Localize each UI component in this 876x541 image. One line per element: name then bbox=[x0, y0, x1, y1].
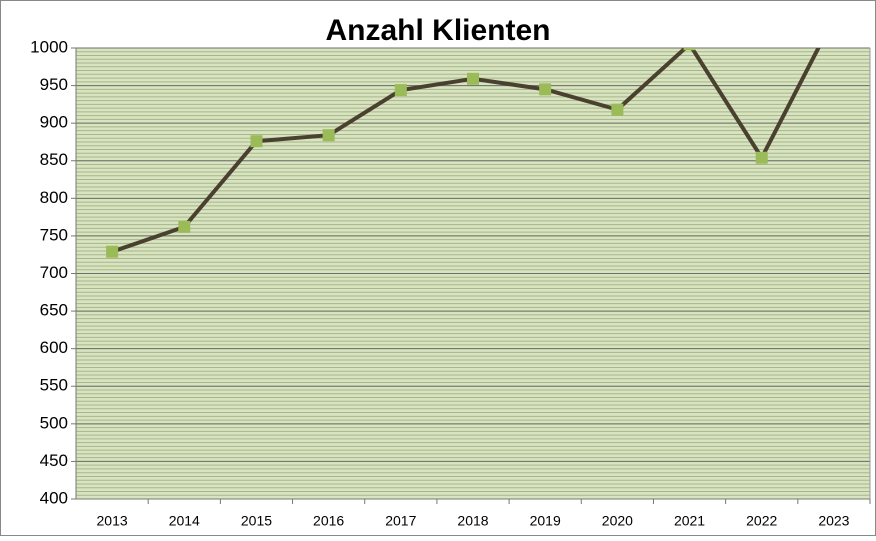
marker bbox=[322, 129, 335, 142]
marker bbox=[106, 245, 119, 258]
x-tick-label: 2013 bbox=[97, 513, 128, 529]
plot bbox=[106, 48, 821, 258]
marker bbox=[683, 48, 696, 51]
grid bbox=[71, 47, 871, 504]
x-tick-label: 2022 bbox=[746, 513, 777, 529]
y-tick-label: 500 bbox=[40, 413, 68, 432]
y-tick-label: 700 bbox=[40, 263, 68, 282]
y-tick-label: 750 bbox=[40, 225, 68, 244]
x-tick-label: 2017 bbox=[385, 513, 416, 529]
y-tick-label: 400 bbox=[40, 488, 68, 507]
y-tick-label: 450 bbox=[40, 451, 68, 470]
x-tick-label: 2015 bbox=[241, 513, 272, 529]
y-tick-label: 600 bbox=[40, 338, 68, 357]
x-tick-label: 2018 bbox=[457, 513, 488, 529]
marker bbox=[755, 151, 768, 164]
marker bbox=[539, 83, 552, 96]
y-tick-label: 850 bbox=[40, 150, 68, 169]
y-tick-label: 900 bbox=[40, 113, 68, 132]
marker bbox=[467, 72, 479, 85]
x-tick-label: 2014 bbox=[169, 513, 200, 529]
marker bbox=[250, 135, 263, 148]
x-tick-label: 2021 bbox=[674, 513, 705, 529]
y-tick-label: 1000 bbox=[30, 37, 68, 56]
marker bbox=[178, 220, 191, 233]
chart-title: Anzahl Klienten bbox=[325, 14, 550, 47]
y-tick-label: 550 bbox=[40, 376, 68, 395]
x-tick-label: 2020 bbox=[602, 513, 633, 529]
marker bbox=[394, 84, 407, 97]
y-tick-label: 800 bbox=[40, 188, 68, 207]
x-tick-label: 2019 bbox=[530, 513, 561, 529]
marker bbox=[611, 103, 624, 116]
y-tick-label: 650 bbox=[40, 301, 68, 320]
x-tick-label: 2016 bbox=[313, 513, 344, 529]
x-tick-label: 2023 bbox=[818, 513, 849, 529]
y-tick-label: 950 bbox=[40, 75, 68, 94]
